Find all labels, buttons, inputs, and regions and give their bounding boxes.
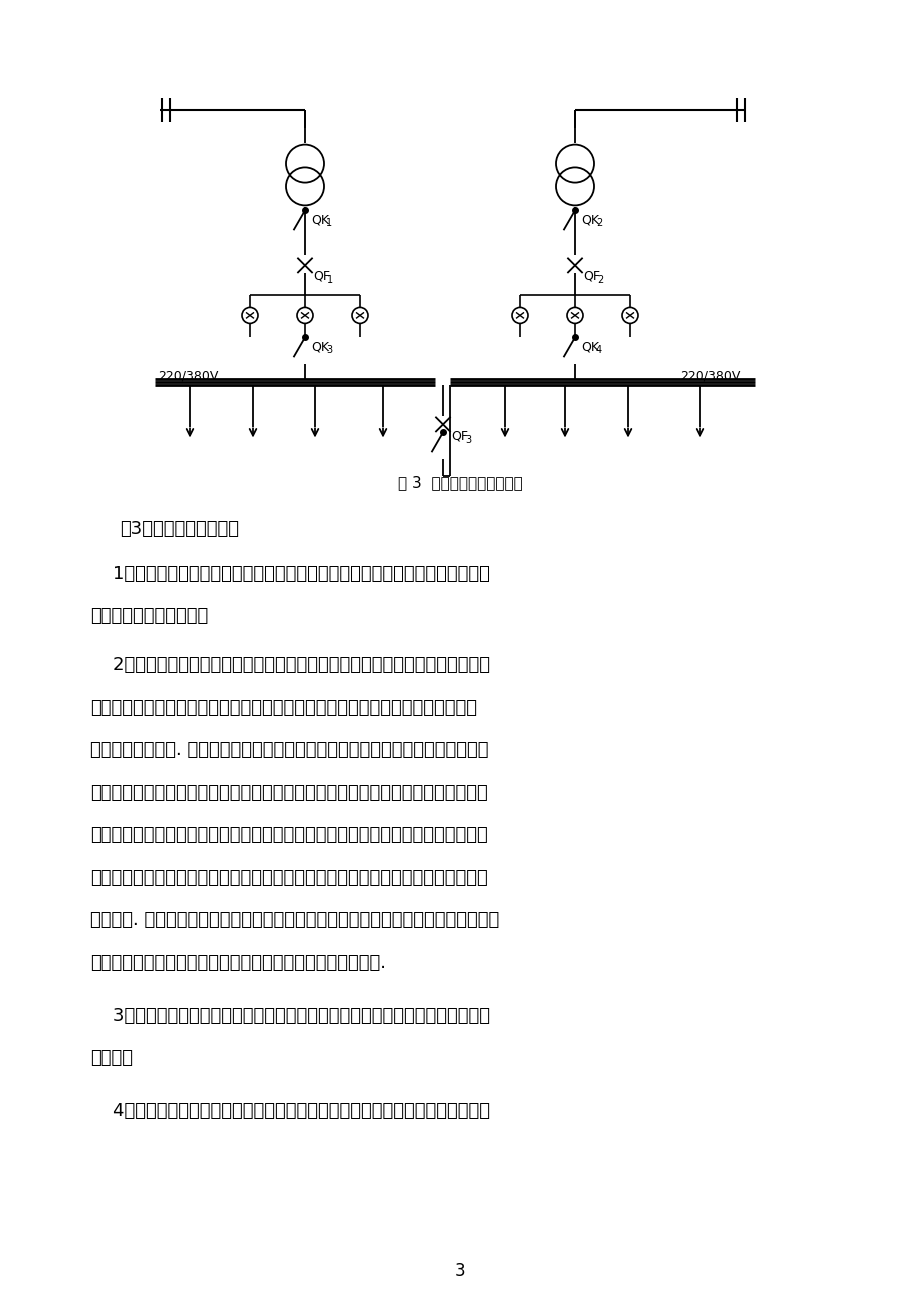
Text: 图 3  两台变压器主接线方案: 图 3 两台变压器主接线方案: [397, 475, 522, 491]
Text: 1: 1: [326, 276, 333, 285]
Text: 3: 3: [454, 1262, 465, 1280]
Text: 4: 4: [596, 345, 601, 355]
Text: 3）从灵活性看能适应各种不同的运行方式，便于切换操作和检修，且适应负荷: 3）从灵活性看能适应各种不同的运行方式，便于切换操作和检修，且适应负荷: [90, 1006, 490, 1025]
Text: 1）从安全性看这两种主接线方式都满足国家的标准的技术规范的要求，能充分: 1）从安全性看这两种主接线方式都满足国家的标准的技术规范的要求，能充分: [90, 565, 489, 582]
Text: 的工作方式是当机电修车间或轧钢车间任意一个故障停电检修时，通过联络线由另: 的工作方式是当机电修车间或轧钢车间任意一个故障停电检修时，通过联络线由另: [90, 699, 476, 717]
Text: 3: 3: [325, 345, 332, 355]
Text: QK: QK: [581, 340, 598, 353]
Text: 220/380V: 220/380V: [158, 370, 218, 383]
Text: 状态，当机电修车间变压器要检修时，先打开机电修车间侧配电瓶的开关，使其与轧: 状态，当机电修车间变压器要检修时，先打开机电修车间侧配电瓶的开关，使其与轧: [90, 784, 487, 802]
Text: 220/380V: 220/380V: [679, 370, 740, 383]
Text: （3）这两种方案的比较: （3）这两种方案的比较: [119, 521, 239, 539]
Text: 钢车间通电，然后断开其本车间母线上的开关，这样保证了不影响生产断电；当处于: 钢车间通电，然后断开其本车间母线上的开关，这样保证了不影响生产断电；当处于: [90, 827, 487, 845]
Text: 3: 3: [464, 435, 471, 445]
Text: 的发展。: 的发展。: [90, 1049, 133, 1068]
Text: 过母线分段，通过联络线上的断路器来实现双电源的自动互投.: 过母线分段，通过联络线上的断路器来实现双电源的自动互投.: [90, 954, 386, 971]
Text: 一个车间提供电源. 在低压联络线上，轧钢低压联络线侧的配电瓶将它始终处于打开: 一个车间提供电源. 在低压联络线上，轧钢低压联络线侧的配电瓶将它始终处于打开: [90, 741, 488, 759]
Text: QF: QF: [450, 430, 468, 443]
Text: 1: 1: [325, 219, 332, 228]
Text: 2）从可靠性看这两种电力负荷满足该车间的二级负荷要求。对于第一种主接线: 2）从可靠性看这两种电力负荷满足该车间的二级负荷要求。对于第一种主接线: [90, 656, 490, 674]
Text: QF: QF: [583, 270, 599, 283]
Text: QK: QK: [581, 214, 598, 227]
Text: 4）从经济上看，第一种方案比第二种方案少一套高压线路、变压器、高压熔断: 4）从经济上看，第一种方案比第二种方案少一套高压线路、变压器、高压熔断: [90, 1101, 490, 1120]
Text: 保证人身和设备的安全。: 保证人身和设备的安全。: [90, 607, 208, 625]
Text: QK: QK: [311, 340, 329, 353]
Text: 故障时，母线和高压的断路器自动断开，联络线上的开关开启，也保证了供电的需要: 故障时，母线和高压的断路器自动断开，联络线上的开关开启，也保证了供电的需要: [90, 868, 487, 887]
Text: QK: QK: [311, 214, 329, 227]
Text: 2: 2: [596, 276, 603, 285]
Text: QF: QF: [312, 270, 330, 283]
Text: 而不间断. 对于第二中方案，同样当一个变压器故障，也由另一个变压器供电，它是通: 而不间断. 对于第二中方案，同样当一个变压器故障，也由另一个变压器供电，它是通: [90, 911, 499, 930]
Text: 2: 2: [596, 219, 602, 228]
